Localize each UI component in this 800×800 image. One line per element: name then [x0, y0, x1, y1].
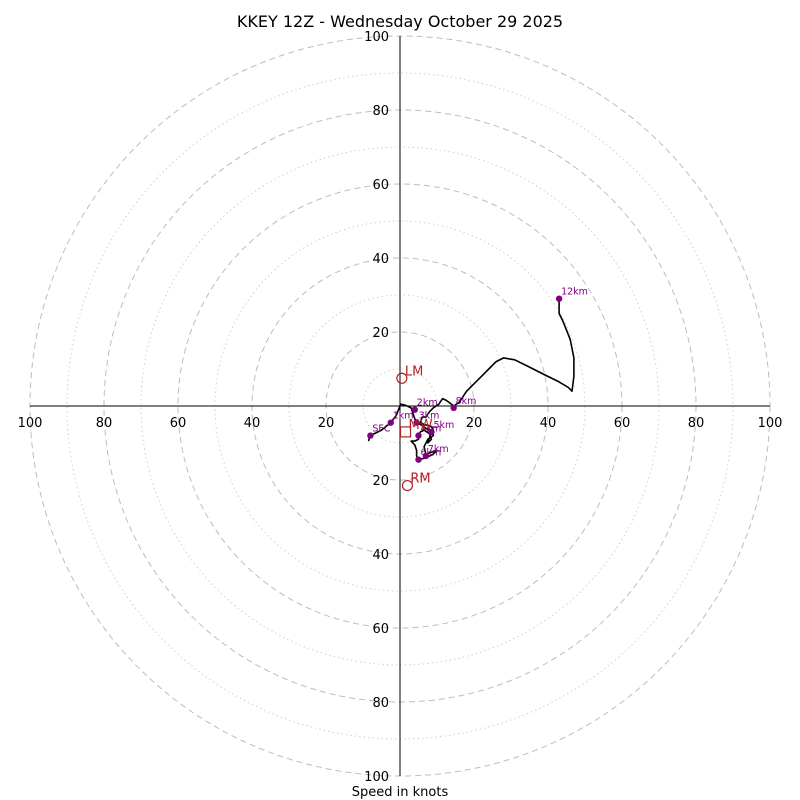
y-tick-label: 20 [372, 474, 389, 489]
chart-title: KKEY 12Z - Wednesday October 29 2025 [237, 12, 563, 31]
height-marker-label: 8km [456, 396, 477, 407]
mean-wind-marker [399, 426, 412, 438]
storm-motion-label: MW [409, 418, 433, 433]
x-tick-label: 100 [18, 416, 43, 431]
height-marker-label: 3km [419, 411, 440, 422]
storm-motion-markers: LM RM MW [396, 364, 433, 492]
x-tick-label: 60 [170, 416, 187, 431]
height-marker [555, 295, 563, 302]
storm-motion-label: LM [405, 364, 423, 379]
height-marker [413, 419, 420, 426]
height-marker [367, 432, 374, 439]
y-tick-label: 60 [372, 178, 389, 193]
hodograph-trace [367, 298, 575, 461]
height-marker-label: 12km [561, 287, 588, 298]
storm-motion-marker [396, 372, 408, 384]
storm-motion-marker [401, 479, 413, 492]
height-marker-label: 5km [433, 420, 454, 431]
x-tick-label: 80 [688, 416, 705, 431]
storm-motion-label: RM [410, 472, 430, 487]
y-tick-label: 60 [372, 622, 389, 637]
tick-labels: 100 100 80 80 60 60 40 40 20 20 20 20 40 40 60 60 80 80 10… [18, 30, 783, 785]
x-tick-label: 20 [318, 416, 335, 431]
x-tick-label: 20 [466, 416, 483, 431]
y-tick-label: 80 [372, 104, 389, 119]
height-marker [387, 419, 394, 426]
height-marker [422, 452, 430, 460]
x-tick-label: 100 [758, 416, 783, 431]
y-tick-label: 80 [372, 696, 389, 711]
x-tick-label: 60 [614, 416, 631, 431]
height-marker [415, 432, 422, 439]
x-tick-label: 40 [244, 416, 261, 431]
y-tick-label: 40 [372, 252, 389, 267]
height-marker [415, 456, 422, 463]
height-markers: SFC1km2km3km4km5km6km7km8km12km [367, 287, 588, 463]
x-tick-label: 40 [540, 416, 557, 431]
y-tick-label: 100 [364, 770, 389, 785]
height-marker-label: 1km [393, 411, 414, 422]
height-marker [450, 404, 457, 412]
height-marker-label: 6km [421, 448, 442, 459]
x-axis-label: Speed in knots [352, 785, 449, 800]
height-marker [411, 406, 418, 413]
x-tick-label: 80 [96, 416, 113, 431]
y-tick-label: 40 [372, 548, 389, 563]
height-marker-label: 7km [428, 444, 449, 455]
y-tick-label: 20 [372, 326, 389, 341]
wind-trace [367, 298, 575, 461]
height-marker-label: 2km [417, 398, 438, 409]
height-marker [428, 428, 435, 436]
height-marker-label: SFC [372, 424, 390, 435]
y-tick-label: 100 [364, 30, 389, 45]
